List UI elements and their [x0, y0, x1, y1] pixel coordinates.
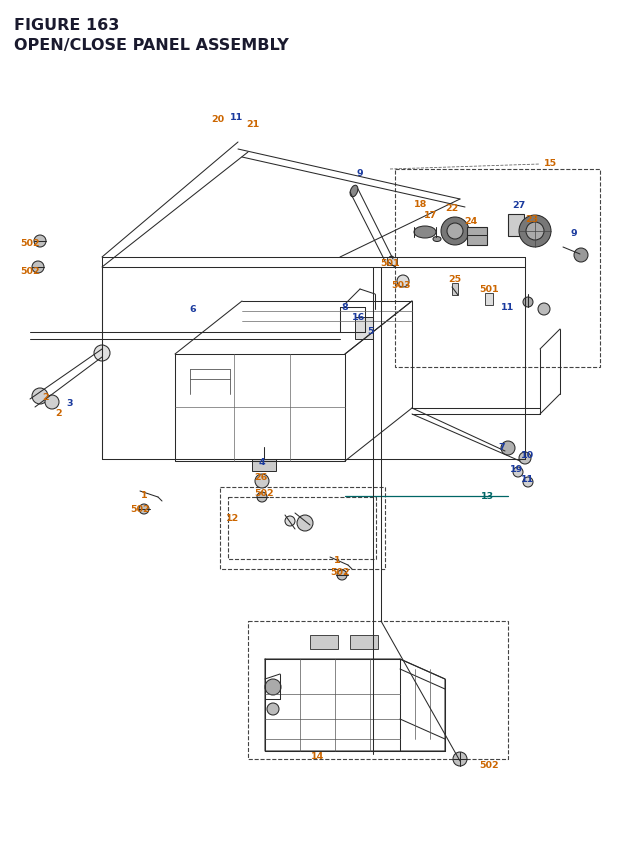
Text: 11: 11 [522, 475, 534, 484]
Circle shape [519, 216, 551, 248]
Text: 502: 502 [20, 267, 40, 276]
Circle shape [441, 218, 469, 245]
Text: 7: 7 [499, 443, 506, 452]
Circle shape [397, 276, 409, 288]
Text: 17: 17 [424, 211, 438, 220]
Bar [310, 635, 338, 649]
Text: 4: 4 [259, 458, 266, 467]
Circle shape [538, 304, 550, 316]
Text: 13: 13 [481, 492, 493, 501]
Bar [252, 460, 276, 472]
Text: 2: 2 [43, 392, 49, 401]
Circle shape [574, 249, 588, 263]
Bar [350, 635, 378, 649]
Text: OPEN/CLOSE PANEL ASSEMBLY: OPEN/CLOSE PANEL ASSEMBLY [14, 38, 289, 53]
Circle shape [265, 679, 281, 695]
Text: 501: 501 [380, 258, 400, 267]
Text: 10: 10 [520, 451, 534, 460]
Circle shape [513, 468, 523, 478]
Text: 2: 2 [56, 408, 62, 417]
Text: 25: 25 [449, 276, 461, 284]
Text: 9: 9 [356, 168, 364, 177]
Bar [452, 283, 458, 295]
Text: 14: 14 [312, 752, 324, 760]
Ellipse shape [388, 257, 394, 264]
Text: 21: 21 [246, 120, 260, 128]
Text: 501: 501 [479, 285, 499, 294]
Bar [395, 170, 600, 368]
Circle shape [139, 505, 149, 514]
Text: 502: 502 [479, 760, 499, 770]
Text: 8: 8 [342, 303, 348, 313]
Text: 16: 16 [353, 313, 365, 322]
Circle shape [501, 442, 515, 455]
Text: 11: 11 [230, 113, 244, 121]
Bar [355, 318, 373, 339]
Text: 15: 15 [543, 158, 557, 167]
Text: 19: 19 [510, 465, 524, 474]
Bar [508, 214, 524, 237]
Circle shape [447, 224, 463, 239]
Text: 22: 22 [445, 203, 459, 213]
Bar [220, 487, 385, 569]
Text: FIGURE 163: FIGURE 163 [14, 18, 120, 33]
Text: 3: 3 [67, 399, 73, 408]
Text: 23: 23 [525, 215, 539, 224]
Text: 6: 6 [189, 305, 196, 314]
Text: 20: 20 [211, 115, 225, 123]
Circle shape [34, 236, 46, 248]
Ellipse shape [433, 238, 441, 242]
Circle shape [285, 517, 295, 526]
Bar [248, 622, 508, 759]
Text: 502: 502 [20, 239, 40, 248]
Circle shape [523, 478, 533, 487]
Ellipse shape [414, 226, 436, 238]
Bar [228, 498, 376, 560]
Circle shape [523, 298, 533, 307]
Ellipse shape [350, 186, 358, 197]
Circle shape [337, 570, 347, 580]
Text: 24: 24 [465, 216, 477, 226]
Text: 502: 502 [330, 568, 350, 577]
Text: 18: 18 [414, 199, 428, 208]
Circle shape [32, 388, 48, 405]
Text: 502: 502 [254, 489, 274, 498]
Text: 502: 502 [130, 505, 150, 514]
Text: 1: 1 [333, 556, 340, 565]
Circle shape [267, 703, 279, 715]
Bar [387, 257, 397, 266]
Bar [485, 294, 493, 306]
Circle shape [32, 262, 44, 274]
Circle shape [519, 453, 531, 464]
Circle shape [94, 345, 110, 362]
Circle shape [45, 395, 59, 410]
Circle shape [526, 223, 544, 241]
Text: 26: 26 [254, 473, 268, 482]
Text: 12: 12 [227, 514, 239, 523]
Circle shape [297, 516, 313, 531]
Text: 1: 1 [141, 491, 147, 500]
Text: 27: 27 [513, 201, 525, 209]
Circle shape [257, 492, 267, 503]
Bar [467, 228, 487, 245]
Text: 5: 5 [368, 327, 374, 336]
Text: 9: 9 [571, 229, 577, 238]
Circle shape [453, 753, 467, 766]
Circle shape [255, 474, 269, 488]
Text: 503: 503 [391, 282, 411, 290]
Text: 11: 11 [501, 302, 515, 311]
